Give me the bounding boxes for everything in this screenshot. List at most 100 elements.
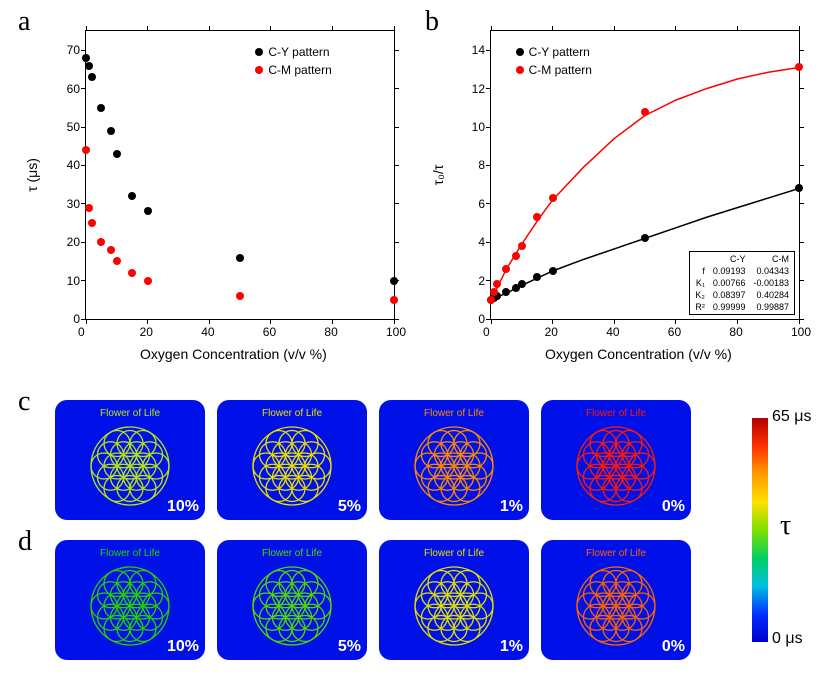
data-point — [236, 254, 244, 262]
thumb-title: Flower of Life — [379, 408, 529, 419]
colorbar-min-label: 0 μs — [772, 630, 803, 648]
chart-b: 02040608010002468101214C-Y patternC-M pa… — [490, 30, 800, 320]
data-point — [549, 194, 557, 202]
panel-label-b: b — [425, 6, 439, 38]
data-point — [107, 127, 115, 135]
data-point — [128, 192, 136, 200]
data-point — [795, 63, 803, 71]
tick-label: 80 — [729, 325, 742, 339]
tick-label: 20 — [545, 325, 558, 339]
data-point — [518, 242, 526, 250]
colorbar-max-label: 65 μs — [772, 408, 811, 426]
oxygen-pct-label: 1% — [500, 498, 523, 516]
data-point — [390, 277, 398, 285]
lifetime-colorbar: 65 μs 0 μs τ — [752, 400, 822, 660]
chart-a-ylabel: τ (μs) — [24, 158, 40, 192]
colorbar-symbol: τ — [780, 510, 791, 542]
tick-label: 6 — [465, 197, 485, 211]
oxygen-pct-label: 0% — [662, 638, 685, 656]
tick-label: 10 — [465, 120, 485, 134]
tick-label: 60 — [263, 325, 276, 339]
lifetime-map-thumbnail: Flower of Life 0% — [541, 400, 691, 520]
data-point — [113, 257, 121, 265]
data-point — [113, 150, 121, 158]
lifetime-map-thumbnail: Flower of Life1% — [379, 540, 529, 660]
tick-label: 40 — [201, 325, 214, 339]
data-point — [641, 234, 649, 242]
lifetime-map-thumbnail: Flower of Life 5% — [217, 540, 367, 660]
tick-label: 70 — [60, 43, 80, 57]
data-point — [795, 184, 803, 192]
thumb-title: Flower of Life — [541, 408, 691, 419]
tick-label: 60 — [60, 82, 80, 96]
fit-parameter-table: C-YC-Mf0.091930.04343K₁0.00766-0.00183K₂… — [689, 251, 795, 315]
legend-item: C-M pattern — [255, 63, 331, 77]
oxygen-pct-label: 10% — [167, 638, 199, 656]
data-point — [502, 265, 510, 273]
data-point — [493, 280, 501, 288]
data-point — [512, 252, 520, 260]
tick-label: 100 — [791, 325, 811, 339]
legend-item: C-Y pattern — [255, 45, 329, 59]
data-point — [82, 146, 90, 154]
data-point — [85, 62, 93, 70]
data-point — [88, 73, 96, 81]
data-point — [144, 207, 152, 215]
data-point — [549, 267, 557, 275]
tick-label: 0 — [483, 325, 490, 339]
tick-label: 20 — [60, 235, 80, 249]
tick-label: 2 — [465, 274, 485, 288]
data-point — [236, 292, 244, 300]
tick-label: 30 — [60, 197, 80, 211]
panel-label-c: c — [18, 386, 30, 418]
panel-row-d: Flower of Life10%Flower of Life5%Flower … — [55, 540, 691, 660]
colorbar-gradient — [752, 418, 768, 642]
thumb-title: Flower of Life — [217, 548, 367, 559]
legend-item: C-Y pattern — [516, 45, 590, 59]
panel-label-d: d — [18, 526, 32, 558]
tick-label: 60 — [668, 325, 681, 339]
lifetime-map-thumbnail: Flower of Life10% — [55, 400, 205, 520]
tick-label: 50 — [60, 120, 80, 134]
data-point — [85, 204, 93, 212]
tick-label: 20 — [140, 325, 153, 339]
panel-row-c: Flower of Life10%Flower of Life5%Flower … — [55, 400, 691, 520]
tick-label: 14 — [465, 43, 485, 57]
thumb-title: Flower of Life — [217, 408, 367, 419]
tick-label: 100 — [386, 325, 406, 339]
tick-label: 10 — [60, 274, 80, 288]
tick-label: 8 — [465, 158, 485, 172]
data-point — [533, 213, 541, 221]
data-point — [487, 296, 495, 304]
data-point — [518, 280, 526, 288]
oxygen-pct-label: 10% — [167, 498, 199, 516]
tick-label: 4 — [465, 235, 485, 249]
tick-label: 12 — [465, 82, 485, 96]
data-point — [88, 219, 96, 227]
tick-label: 0 — [78, 325, 85, 339]
tick-label: 40 — [606, 325, 619, 339]
tick-label: 0 — [465, 312, 485, 326]
data-point — [144, 277, 152, 285]
chart-b-ylabel: τ₀/τ — [430, 165, 446, 186]
thumb-title: Flower of Life — [379, 548, 529, 559]
data-point — [97, 104, 105, 112]
oxygen-pct-label: 5% — [338, 498, 361, 516]
data-point — [533, 273, 541, 281]
chart-a-xlabel: Oxygen Concentration (v/v %) — [140, 346, 327, 362]
chart-a: 020406080100010203040506070C-Y patternC-… — [85, 30, 395, 320]
oxygen-pct-label: 5% — [338, 638, 361, 656]
data-point — [641, 108, 649, 116]
data-point — [390, 296, 398, 304]
tick-label: 80 — [324, 325, 337, 339]
panel-label-a: a — [18, 6, 30, 38]
tick-label: 0 — [60, 312, 80, 326]
oxygen-pct-label: 0% — [662, 498, 685, 516]
lifetime-map-thumbnail: Flower of Life10% — [55, 540, 205, 660]
data-point — [502, 288, 510, 296]
data-point — [97, 238, 105, 246]
data-point — [128, 269, 136, 277]
lifetime-map-thumbnail: Flower of Life 0% — [541, 540, 691, 660]
thumb-title: Flower of Life — [541, 548, 691, 559]
data-point — [107, 246, 115, 254]
